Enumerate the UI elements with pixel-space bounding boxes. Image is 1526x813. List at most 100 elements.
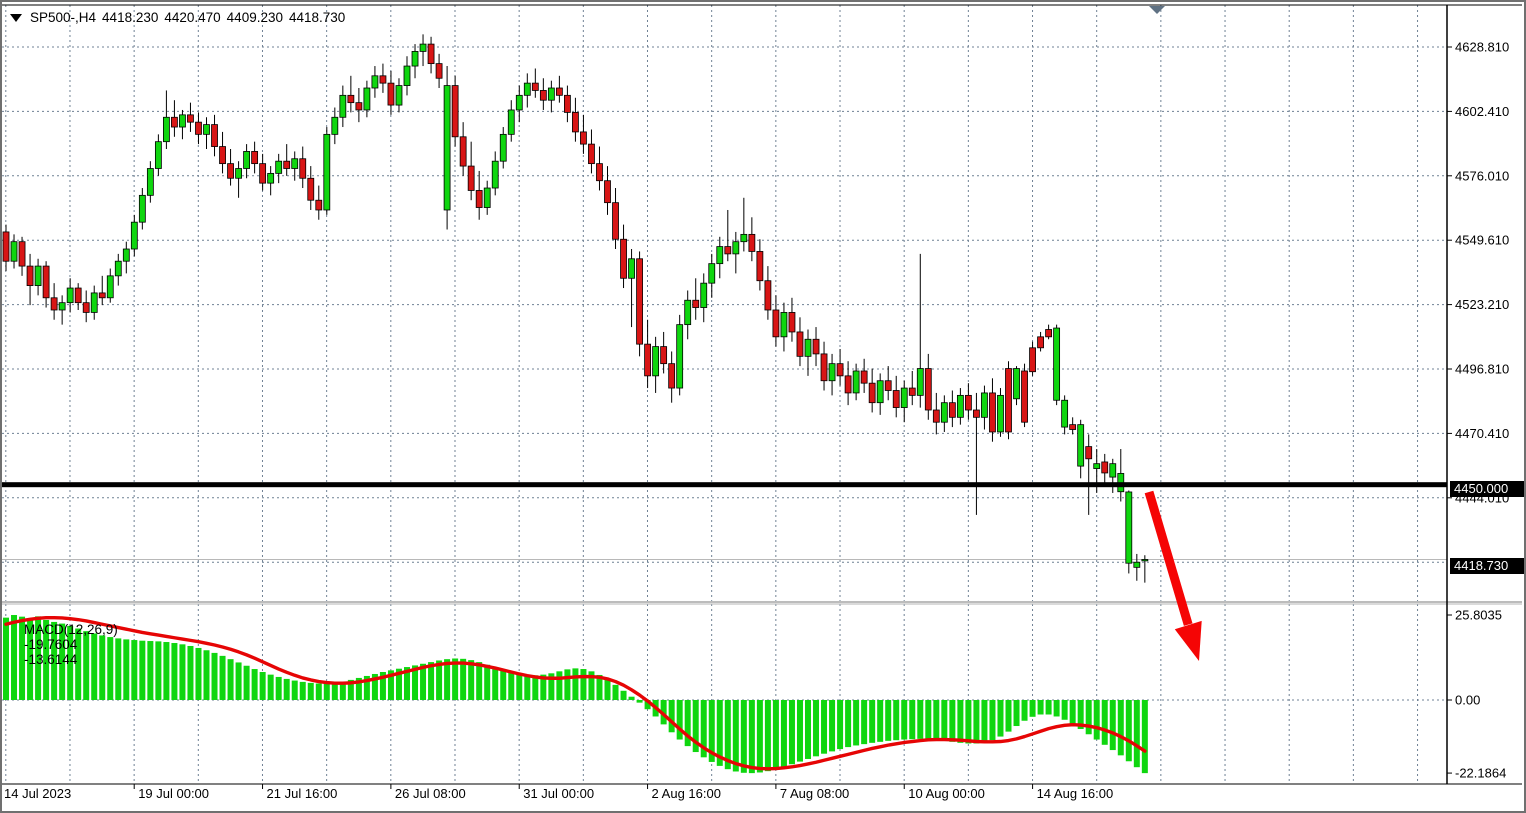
candle-body <box>227 163 234 179</box>
macd-axis-label[interactable]: 25.8035 <box>1455 608 1502 623</box>
candle-body <box>211 124 218 147</box>
candle-body <box>66 287 74 304</box>
candle-body <box>1093 463 1101 469</box>
price-axis-label[interactable]: 4576.010 <box>1455 168 1509 183</box>
macd-bar <box>620 690 627 700</box>
candle-body <box>331 116 339 135</box>
candle-body <box>700 282 708 308</box>
candle-body <box>1005 368 1012 433</box>
price-axis-label[interactable]: 4496.810 <box>1455 362 1509 377</box>
macd-signal-value: -13.6144 <box>24 652 78 667</box>
candle-body <box>523 82 531 96</box>
candle-body <box>644 343 651 377</box>
candle-body <box>892 390 900 408</box>
time-axis-label[interactable]: 14 Jul 2023 <box>4 786 71 801</box>
macd-bar <box>973 700 980 744</box>
candle-body <box>154 141 162 169</box>
macd-bar <box>379 672 386 700</box>
macd-bar <box>163 642 170 700</box>
candle-body <box>780 312 788 338</box>
macd-bar <box>909 700 916 740</box>
macd-bar <box>331 682 338 700</box>
macd-bar <box>3 617 9 700</box>
candle-body <box>339 94 347 118</box>
macd-bar <box>829 700 836 752</box>
macd-bar <box>877 700 884 742</box>
candle-body <box>50 297 58 311</box>
ohlc-close: 4418.730 <box>288 9 346 25</box>
candle-body <box>219 146 226 165</box>
macd-bar <box>187 645 194 700</box>
candle-body <box>1045 329 1052 338</box>
time-axis-label[interactable]: 14 Aug 16:00 <box>1037 786 1114 801</box>
price-axis-label[interactable]: 4549.610 <box>1455 233 1509 248</box>
candle-body <box>315 199 323 211</box>
candle-body <box>363 87 371 111</box>
macd-bar <box>428 662 435 700</box>
candle-body <box>612 202 619 240</box>
horizontal-line-4450[interactable] <box>2 482 1447 488</box>
candle-body <box>604 180 611 204</box>
candle-body <box>628 258 635 279</box>
price-axis-label[interactable]: 4602.410 <box>1455 104 1509 119</box>
macd-bar <box>363 675 370 700</box>
candle-body <box>162 116 170 143</box>
macd-bar <box>1013 700 1020 727</box>
macd-axis-label[interactable]: -22.1864 <box>1455 766 1506 781</box>
macd-bar <box>612 684 619 700</box>
candle-body <box>756 251 764 282</box>
macd-bar <box>716 700 723 766</box>
macd-bar <box>700 700 707 758</box>
macd-bar <box>1037 700 1044 715</box>
candle-body <box>948 402 956 418</box>
shift-marker-icon[interactable] <box>1149 6 1165 14</box>
candle-body <box>900 387 908 408</box>
candle-body <box>1109 463 1117 478</box>
candle-body <box>483 187 491 208</box>
time-axis-label[interactable]: 2 Aug 16:00 <box>652 786 721 801</box>
candle-body <box>531 82 539 91</box>
arrow-annotation-head[interactable] <box>1174 620 1202 661</box>
candle-body <box>2 231 10 262</box>
time-axis-label[interactable]: 19 Jul 00:00 <box>138 786 209 801</box>
macd-bar <box>756 700 763 773</box>
macd-bar <box>115 638 122 700</box>
time-axis-label[interactable]: 7 Aug 08:00 <box>780 786 849 801</box>
price-axis-label[interactable]: 4470.410 <box>1455 426 1509 441</box>
macd-axis-label[interactable]: 0.00 <box>1455 693 1480 708</box>
candle-body <box>130 221 138 250</box>
symbol-dropdown-icon[interactable] <box>10 14 22 22</box>
candle-body <box>323 133 331 211</box>
macd-bar <box>436 660 443 700</box>
arrow-annotation-shaft[interactable] <box>1144 490 1193 626</box>
macd-bar <box>107 637 114 700</box>
macd-bar <box>195 647 202 700</box>
candle-body <box>1125 491 1133 564</box>
macd-bar <box>1125 700 1132 762</box>
macd-bar <box>965 700 972 744</box>
macd-bar <box>572 668 579 700</box>
candle-body <box>146 168 154 196</box>
macd-bar <box>1093 700 1100 740</box>
candle-body <box>836 363 844 377</box>
candle-body <box>981 392 988 418</box>
macd-bar <box>1133 700 1140 768</box>
price-axis-label[interactable]: 4523.210 <box>1455 297 1509 312</box>
time-axis-label[interactable]: 10 Aug 00:00 <box>908 786 985 801</box>
price-axis-label[interactable]: 4628.810 <box>1455 40 1509 55</box>
time-axis-label[interactable]: 26 Jul 08:00 <box>395 786 466 801</box>
macd-bar <box>516 673 523 700</box>
macd-bar <box>171 643 178 700</box>
macd-name: MACD(12,26,9) <box>24 622 118 637</box>
time-axis-label[interactable]: 31 Jul 00:00 <box>523 786 594 801</box>
candle-body <box>122 248 130 262</box>
candle-body <box>820 353 828 382</box>
macd-bar <box>51 621 58 700</box>
candle-body <box>443 85 451 211</box>
macd-bar <box>604 679 611 700</box>
time-axis-label[interactable]: 21 Jul 16:00 <box>267 786 338 801</box>
macd-bar <box>692 700 699 753</box>
macd-bar <box>957 700 964 743</box>
candle-body <box>684 299 692 326</box>
